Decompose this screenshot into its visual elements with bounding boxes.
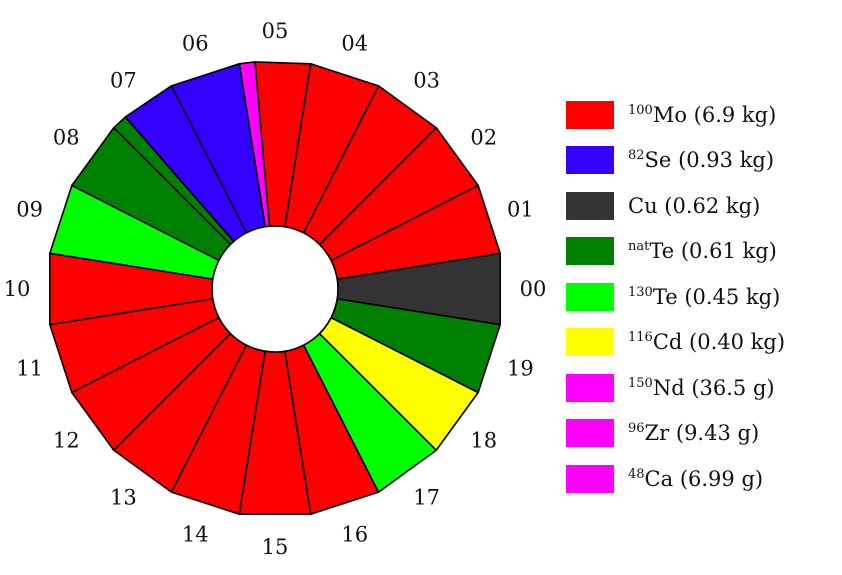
- sector-label-01: 01: [507, 197, 534, 221]
- sector-label-09: 09: [16, 197, 43, 221]
- legend-item-ca48: 48Ca (6.99 g): [566, 456, 785, 502]
- legend-label: 116Cd (0.40 kg): [628, 330, 786, 355]
- legend-swatch: [566, 373, 614, 402]
- legend-swatch: [566, 146, 614, 175]
- sector-label-10: 10: [4, 277, 31, 301]
- sector-label-07: 07: [110, 68, 137, 92]
- legend-swatch: [566, 237, 614, 266]
- legend-swatch: [566, 419, 614, 448]
- legend-label: Cu (0.62 kg): [628, 193, 761, 218]
- sector-label-06: 06: [182, 32, 209, 56]
- legend-swatch: [566, 328, 614, 357]
- legend-label: 96Zr (9.43 g): [628, 421, 760, 446]
- legend-label: 130Te (0.45 kg): [628, 284, 781, 309]
- legend-item-cu: Cu (0.62 kg): [566, 183, 785, 229]
- sector-label-05: 05: [262, 19, 289, 43]
- sector-label-14: 14: [182, 522, 209, 546]
- legend-item-cd116: 116Cd (0.40 kg): [566, 320, 785, 366]
- legend-label: natTe (0.61 kg): [628, 239, 777, 264]
- sector-label-18: 18: [470, 429, 497, 453]
- legend-label: 100Mo (6.9 kg): [628, 102, 777, 127]
- sector-label-15: 15: [262, 535, 289, 559]
- legend-label: 150Nd (36.5 g): [628, 375, 775, 400]
- sector-label-11: 11: [16, 357, 43, 381]
- legend-swatch: [566, 100, 614, 129]
- sector-label-16: 16: [341, 522, 368, 546]
- sector-label-12: 12: [53, 429, 80, 453]
- legend-item-zr96: 96Zr (9.43 g): [566, 411, 785, 457]
- legend-swatch: [566, 282, 614, 311]
- legend-item-te-nat: natTe (0.61 kg): [566, 229, 785, 275]
- legend-item-mo100: 100Mo (6.9 kg): [566, 92, 785, 138]
- legend-item-te130: 130Te (0.45 kg): [566, 274, 785, 320]
- sector-label-13: 13: [110, 486, 137, 510]
- legend-label: 48Ca (6.99 g): [628, 466, 764, 491]
- sector-label-00: 00: [520, 277, 547, 301]
- sector-label-03: 03: [413, 68, 440, 92]
- legend-item-nd150: 150Nd (36.5 g): [566, 365, 785, 411]
- sector-label-19: 19: [507, 357, 534, 381]
- legend-swatch: [566, 191, 614, 220]
- legend-label: 82Se (0.93 kg): [628, 148, 775, 173]
- legend-item-se82: 82Se (0.93 kg): [566, 138, 785, 184]
- sector-label-04: 04: [341, 32, 368, 56]
- sector-label-02: 02: [470, 125, 497, 149]
- sector-label-group: 00 01 02 03 04 05 06 07 08 09 10 11 12 13 14 15 16 17 18 19: [4, 19, 547, 559]
- central-hole: [211, 225, 339, 353]
- sector-label-17: 17: [413, 486, 440, 510]
- sector-label-08: 08: [53, 125, 80, 149]
- legend-swatch: [566, 464, 614, 493]
- sector-group: [49, 61, 501, 515]
- legend: 100Mo (6.9 kg) 82Se (0.93 kg) Cu (0.62 k…: [566, 92, 785, 502]
